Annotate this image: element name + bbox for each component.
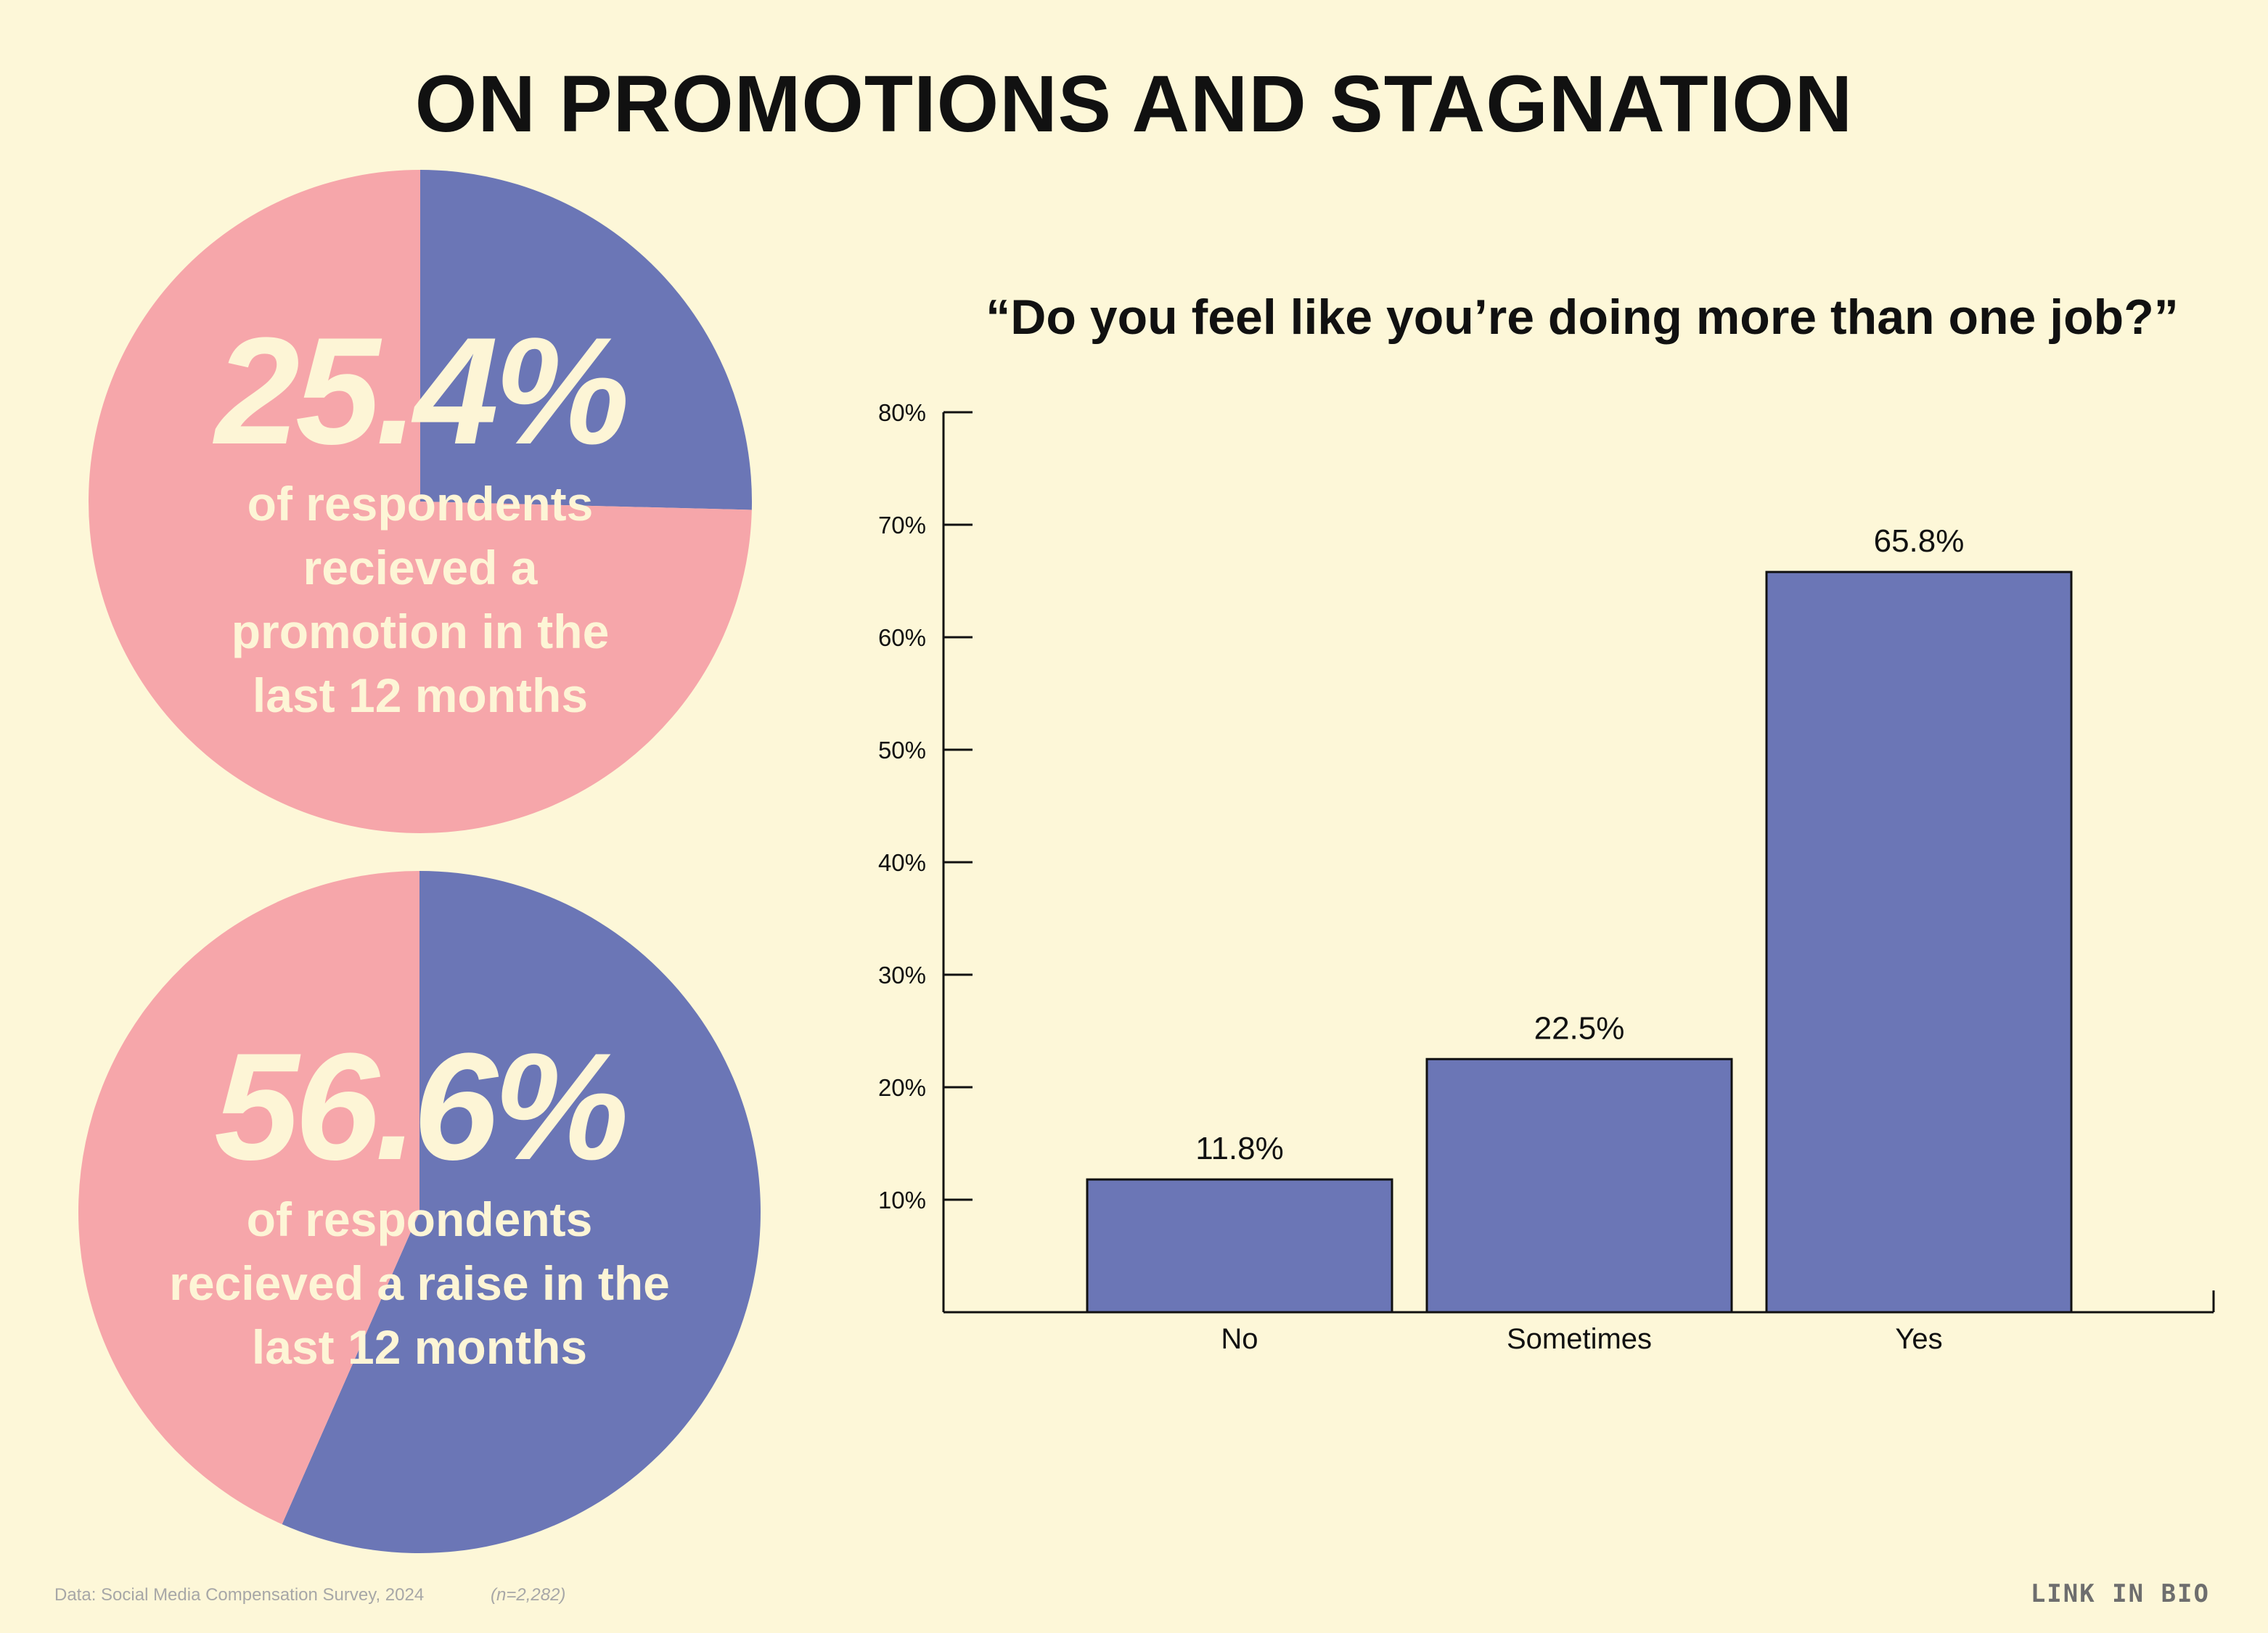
y-tick-label: 30% [878, 962, 926, 989]
promotion-caption: of respondents recieved a promotion in t… [231, 477, 610, 722]
bar-value-label: 22.5% [1534, 1010, 1625, 1046]
page-title: ON PROMOTIONS AND STAGNATION [414, 60, 1854, 149]
raise-percent: 56.6% [214, 1021, 629, 1192]
y-tick-label: 70% [878, 512, 926, 539]
promotion-pie-svg [89, 170, 752, 833]
pie-slice-raise [282, 871, 761, 1553]
y-tick-label: 20% [878, 1074, 926, 1101]
raise-caption: of respondents recieved a raise in the l… [169, 1192, 670, 1374]
sample-size-note: (n=2,282) [491, 1585, 566, 1605]
x-tick-label: Sometimes [1507, 1323, 1652, 1355]
bar-chart-marks: 10% 20% 30% 40% 50% 60% 70% 80% 11.8% No 22.5% Some… [878, 399, 2215, 1355]
y-tick-label: 50% [878, 737, 926, 764]
bar-no [1086, 1178, 1393, 1314]
x-tick-label: Yes [1895, 1323, 1942, 1355]
raise-pie-chart: 56.6% of respondents recieved a raise in… [78, 871, 761, 1553]
data-source-note: Data: Social Media Compensation Survey, … [54, 1585, 425, 1605]
y-tick-label: 40% [878, 849, 926, 876]
promotion-pie-chart: 25.4% of respondents recieved a promotio… [89, 170, 752, 833]
bar-value-label: 65.8% [1874, 523, 1965, 559]
raise-pie-label: 56.6% of respondents recieved a raise in… [78, 1031, 761, 1379]
bar-sometimes [1425, 1057, 1733, 1314]
pie-slice-no-promotion [89, 170, 752, 833]
pie-slice-promotion [420, 170, 752, 510]
promotion-pie-label: 25.4% of respondents recieved a promotio… [89, 315, 752, 727]
promotion-percent: 25.4% [215, 306, 629, 476]
bar-yes [1765, 570, 2073, 1314]
pie-slice-no-raise [78, 871, 419, 1525]
raise-pie-svg [78, 871, 761, 1553]
y-tick-label: 10% [878, 1187, 926, 1214]
bar-value-label: 11.8% [1195, 1131, 1284, 1166]
bar-chart-title: “Do you feel like you’re doing more than… [986, 290, 2179, 345]
x-tick-label: No [1221, 1323, 1258, 1355]
y-tick-label: 80% [878, 399, 926, 426]
bar-chart: 10% 20% 30% 40% 50% 60% 70% 80% 11.8% No 22.5% Some… [878, 399, 2215, 1355]
brand-logo: LINK IN BIO [2030, 1579, 2210, 1608]
y-tick-label: 60% [878, 624, 926, 651]
